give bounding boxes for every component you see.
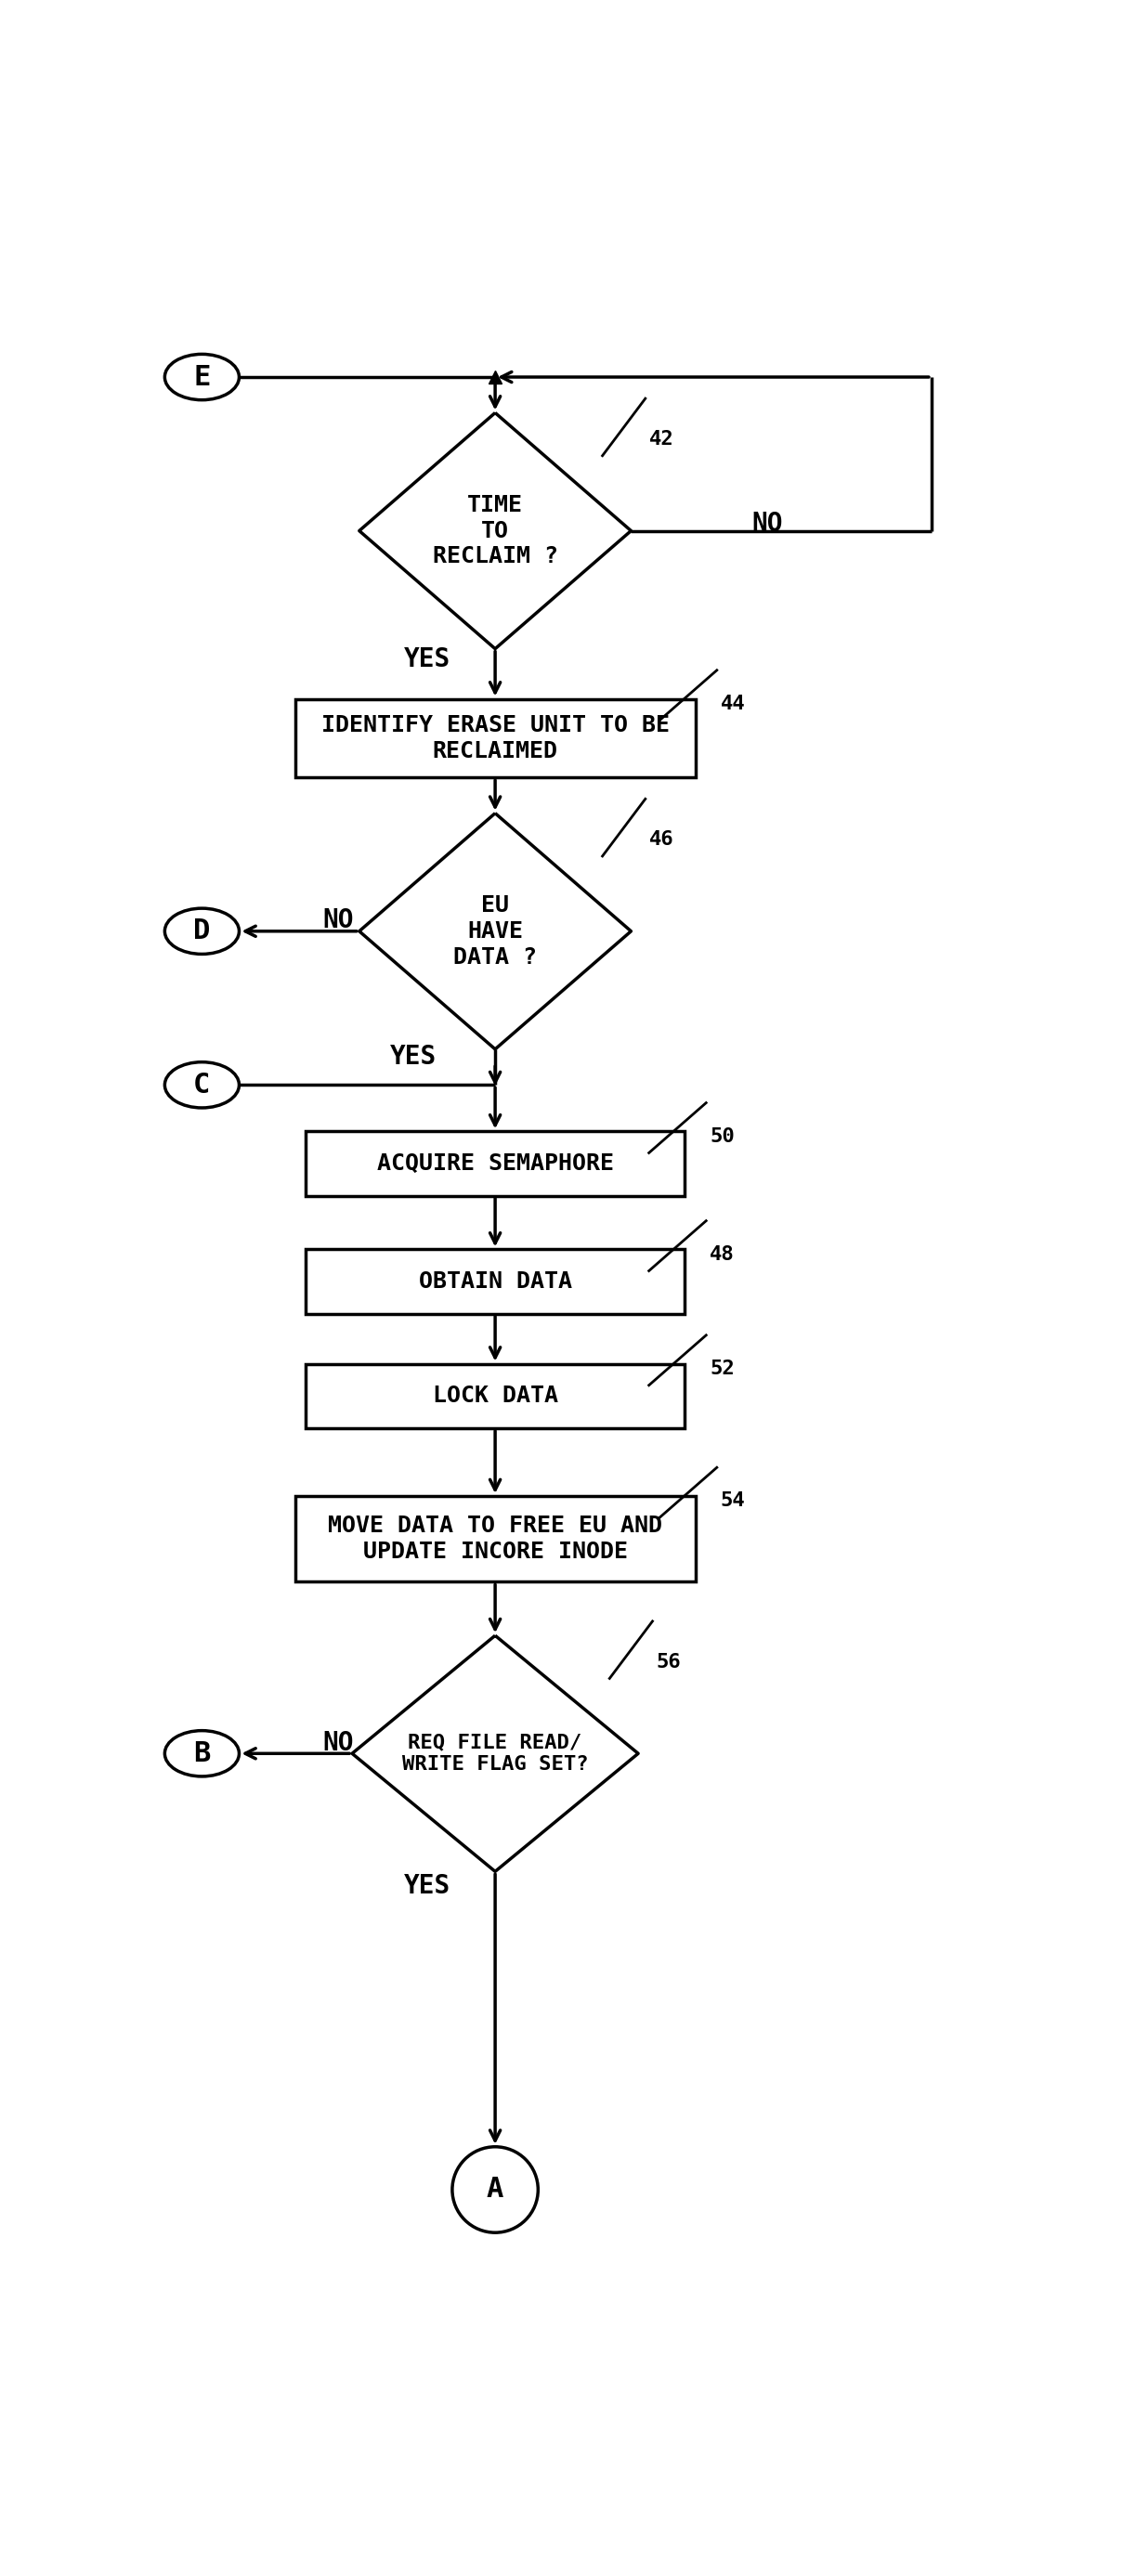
Text: NO: NO xyxy=(322,1728,353,1757)
Text: A: A xyxy=(487,2177,504,2202)
Text: ACQUIRE SEMAPHORE: ACQUIRE SEMAPHORE xyxy=(377,1151,614,1175)
Text: 54: 54 xyxy=(721,1492,746,1510)
Bar xyxy=(305,1131,684,1195)
Text: NO: NO xyxy=(322,907,353,933)
Text: YES: YES xyxy=(404,647,451,672)
Text: LOCK DATA: LOCK DATA xyxy=(432,1386,557,1406)
Text: NO: NO xyxy=(751,510,782,536)
Text: C: C xyxy=(193,1072,210,1097)
Text: 44: 44 xyxy=(721,696,746,714)
Text: YES: YES xyxy=(404,1873,451,1899)
Text: 46: 46 xyxy=(649,829,674,850)
Text: 48: 48 xyxy=(709,1244,734,1265)
Text: E: E xyxy=(193,363,210,392)
Text: OBTAIN DATA: OBTAIN DATA xyxy=(419,1270,572,1293)
Text: EU
HAVE
DATA ?: EU HAVE DATA ? xyxy=(453,894,537,969)
Bar xyxy=(305,1363,684,1427)
Text: 56: 56 xyxy=(656,1654,681,1672)
Text: TIME
TO
RECLAIM ?: TIME TO RECLAIM ? xyxy=(432,495,557,567)
Text: 42: 42 xyxy=(649,430,674,448)
Bar xyxy=(295,698,696,778)
Text: 50: 50 xyxy=(709,1128,734,1146)
Text: YES: YES xyxy=(389,1043,436,1069)
Text: B: B xyxy=(193,1739,210,1767)
Text: D: D xyxy=(193,917,210,945)
Text: 52: 52 xyxy=(709,1360,734,1378)
Bar xyxy=(295,1497,696,1582)
Text: REQ FILE READ/
WRITE FLAG SET?: REQ FILE READ/ WRITE FLAG SET? xyxy=(402,1734,588,1772)
Text: IDENTIFY ERASE UNIT TO BE
RECLAIMED: IDENTIFY ERASE UNIT TO BE RECLAIMED xyxy=(321,714,670,762)
Text: MOVE DATA TO FREE EU AND
UPDATE INCORE INODE: MOVE DATA TO FREE EU AND UPDATE INCORE I… xyxy=(328,1515,663,1564)
Bar xyxy=(305,1249,684,1314)
